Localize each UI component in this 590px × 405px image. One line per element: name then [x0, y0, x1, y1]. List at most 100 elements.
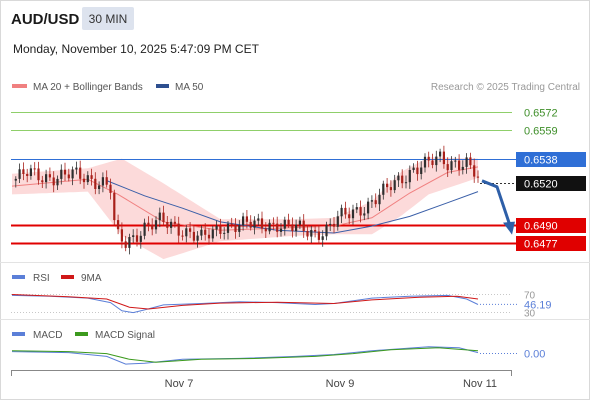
candle-body [287, 219, 290, 225]
candle-body [283, 219, 286, 229]
candle-body [295, 224, 298, 232]
support-level-label-4: 0.6477 [524, 239, 558, 251]
rsi-legend-swatch [12, 275, 25, 279]
candle-body [113, 192, 116, 221]
rsi-last-value-label: 46.19 [524, 299, 552, 311]
ma20-legend-swatch [12, 84, 27, 88]
candle-body [226, 223, 230, 233]
candle-body [200, 229, 203, 236]
macd-signal-legend-label: MACD Signal [95, 330, 155, 341]
symbol-title: AUD/USD [11, 11, 80, 28]
macd-signal-legend-swatch [75, 332, 88, 336]
candle-body [192, 231, 195, 241]
candle-body [317, 231, 320, 240]
candle-body [86, 175, 89, 183]
rsi-level-label-1: 30 [524, 309, 536, 320]
candles-layer [14, 145, 480, 255]
rsi-level-label-0: 70 [524, 291, 536, 302]
x-tick-label-nov-9: Nov 9 [326, 378, 355, 390]
candle-body [238, 225, 241, 232]
price-labels-layer: 0.6572 0.6559 0.6538 0.6490 0.6477 0.6520 [516, 108, 586, 251]
candle-body [234, 225, 237, 232]
candle-body [321, 236, 324, 240]
candle-body [120, 229, 123, 242]
last-price-label-bg [516, 176, 586, 191]
candle-body [446, 164, 449, 171]
candle-body [166, 222, 169, 228]
candle-body [79, 167, 82, 179]
rsi-ma-legend-swatch [61, 275, 74, 279]
candle-body [101, 177, 104, 186]
candle-body [298, 220, 301, 225]
candle-body [423, 156, 427, 168]
candle-body [253, 220, 256, 228]
macd-last-value-label: 0.00 [524, 349, 545, 361]
candle-body [139, 235, 142, 242]
resistance-level-blue-label-bg-2 [516, 152, 586, 167]
candle-body [340, 207, 343, 217]
candle-body [355, 207, 358, 210]
candle-body [473, 165, 476, 177]
candle-body [128, 237, 131, 248]
candle-body [408, 170, 411, 183]
candle-body [435, 156, 438, 166]
candle-body [154, 220, 158, 230]
candle-body [325, 224, 328, 237]
candle-body [60, 169, 63, 179]
macd-legend-swatch [12, 332, 25, 336]
ma50-line [106, 180, 479, 234]
candle-body [348, 214, 351, 219]
candle-body [211, 229, 214, 239]
rsi-ma-line [11, 294, 479, 310]
timeframe-badge[interactable] [82, 7, 134, 30]
candle-body [147, 222, 150, 225]
candle-body [37, 168, 40, 181]
candle-body [135, 235, 139, 242]
x-tick-label-nov-7: Nov 7 [165, 378, 194, 390]
rsi-line [11, 294, 479, 314]
candle-body [370, 200, 373, 202]
candle-body [450, 161, 453, 171]
candle-body [242, 216, 245, 226]
candle-body [412, 167, 415, 170]
rsi-ma-legend-label: 9MA [81, 273, 102, 284]
candle-body [18, 169, 21, 179]
bollinger-layer [12, 157, 478, 260]
ma20-legend-label: MA 20 + Bollinger Bands [33, 82, 143, 93]
candle-body [264, 228, 267, 232]
candle-body [189, 228, 192, 232]
candle-body [276, 223, 279, 232]
candle-body [382, 183, 385, 195]
candle-body [268, 222, 271, 232]
candle-body [98, 185, 101, 189]
candle-body [404, 182, 408, 184]
candle-body [249, 221, 252, 228]
candle-body [439, 151, 442, 157]
candle-body [94, 178, 97, 189]
candle-body [257, 218, 260, 221]
projection-arrow-shaft [481, 179, 512, 227]
rsi-legend-label: RSI [33, 273, 50, 284]
candle-body [230, 223, 233, 225]
candle-body [245, 216, 248, 222]
macd-layer: 0.00 [11, 346, 545, 365]
candle-body [374, 200, 377, 205]
candle-body [82, 178, 86, 183]
candle-body [427, 156, 430, 161]
candle-body [344, 207, 347, 215]
candle-body [52, 177, 55, 186]
candle-body [48, 174, 51, 178]
candle-body [162, 212, 165, 222]
candle-body [196, 235, 199, 241]
candle-body [105, 177, 108, 185]
candle-body [26, 174, 29, 176]
candle-body [63, 169, 67, 175]
candle-body [465, 157, 468, 167]
candle-body [22, 169, 25, 174]
copyright-text: Research © 2025 Trading Central [431, 82, 580, 93]
candle-body [207, 234, 211, 239]
candle-body [272, 222, 275, 224]
support-level-label-3: 0.6490 [524, 221, 558, 233]
